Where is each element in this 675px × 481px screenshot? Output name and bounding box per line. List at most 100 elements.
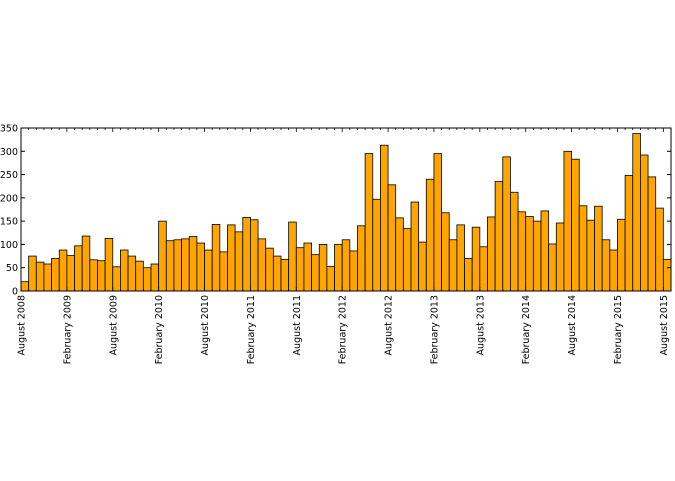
- bar-29: [242, 217, 251, 292]
- bar-45: [364, 153, 374, 292]
- bar-5: [58, 249, 68, 292]
- bar-38: [311, 254, 320, 292]
- bar-52: [418, 241, 427, 292]
- bar-60: [479, 246, 488, 292]
- bar-49: [395, 217, 404, 292]
- bar-41: [334, 244, 343, 292]
- bar-80: [632, 133, 641, 292]
- x-tick-label-9: February 2013: [429, 295, 440, 364]
- bar-56: [448, 239, 458, 292]
- bar-25: [211, 223, 221, 292]
- x-tick-label-7: February 2012: [338, 295, 349, 364]
- bar-58: [464, 257, 473, 292]
- bar-1: [28, 255, 37, 292]
- bar-31: [257, 238, 267, 292]
- bar-20: [173, 239, 182, 292]
- bar-23: [196, 242, 205, 292]
- y-tick-label-1: 50: [6, 263, 18, 274]
- bar-9: [89, 259, 98, 292]
- bar-78: [617, 218, 626, 292]
- y-tick-label-4: 200: [0, 193, 18, 204]
- x-tick-label-1: February 2009: [62, 295, 73, 364]
- bar-66: [525, 216, 534, 292]
- x-tick-label-4: August 2010: [200, 295, 211, 355]
- bar-77: [609, 249, 618, 292]
- bar-67: [532, 220, 542, 292]
- bar-73: [578, 205, 588, 292]
- bar-0: [20, 281, 30, 292]
- bar-75: [594, 205, 603, 292]
- bar-69: [548, 243, 557, 292]
- x-tick-label-12: August 2014: [567, 295, 578, 355]
- bar-12: [112, 266, 121, 292]
- bar-68: [540, 210, 550, 292]
- bar-34: [280, 258, 290, 292]
- bar-19: [165, 240, 175, 292]
- x-tick-label-10: August 2013: [475, 295, 486, 355]
- bars-group: [20, 133, 672, 292]
- bar-33: [272, 255, 282, 292]
- bar-39: [318, 244, 328, 292]
- bar-70: [555, 222, 565, 292]
- bar-71: [563, 150, 572, 292]
- bar-18: [158, 220, 167, 292]
- bar-37: [303, 242, 312, 292]
- bar-76: [601, 239, 611, 292]
- x-tick-label-0: August 2008: [17, 295, 28, 355]
- x-axis: August 2008 February 2009 August 2009 Febru…: [17, 128, 672, 364]
- bar-84: [662, 258, 672, 292]
- bar-42: [341, 239, 351, 292]
- x-tick-label-2: August 2009: [108, 295, 119, 355]
- y-tick-label-6: 300: [0, 147, 18, 158]
- bar-46: [372, 198, 381, 292]
- bar-11: [104, 237, 114, 292]
- y-tick-label-7: 350: [0, 124, 18, 135]
- bar-8: [81, 235, 91, 292]
- bar-22: [188, 236, 198, 292]
- bar-55: [441, 212, 450, 292]
- bar-35: [288, 221, 297, 292]
- x-tick-label-14: August 2015: [659, 295, 670, 355]
- bar-4: [51, 257, 60, 292]
- y-tick-label-3: 150: [0, 217, 18, 228]
- bar-65: [517, 211, 527, 292]
- bar-15: [135, 260, 144, 292]
- bar-30: [250, 219, 259, 292]
- bar-10: [97, 260, 106, 292]
- bar-63: [502, 156, 511, 292]
- bar-81: [640, 154, 649, 292]
- bar-17: [150, 263, 160, 292]
- plot-frame: [20, 127, 672, 292]
- y-tick-label-0: 0: [12, 287, 18, 298]
- bar-50: [402, 228, 412, 292]
- bar-24: [204, 249, 213, 292]
- bar-40: [326, 265, 335, 292]
- bar-27: [227, 224, 236, 292]
- x-tick-label-3: February 2010: [154, 295, 165, 364]
- bar-36: [295, 247, 305, 292]
- bar-74: [586, 219, 595, 292]
- bar-28: [234, 231, 244, 292]
- x-tick-label-11: February 2014: [521, 295, 532, 364]
- bar-64: [510, 191, 519, 292]
- y-axis: 0 50 100 150 200 250 300 350: [0, 124, 671, 298]
- bar-7: [74, 245, 83, 292]
- bar-21: [181, 238, 190, 292]
- bar-6: [66, 255, 75, 292]
- bar-54: [433, 153, 442, 292]
- bar-83: [655, 207, 664, 292]
- bar-51: [410, 201, 420, 292]
- x-tick-label-6: August 2011: [292, 295, 303, 355]
- bar-16: [142, 267, 152, 292]
- bar-13: [120, 249, 129, 292]
- bar-82: [647, 176, 657, 292]
- bar-43: [349, 250, 358, 292]
- bar-26: [219, 251, 228, 292]
- bar-2: [35, 261, 45, 292]
- bar-3: [43, 263, 52, 292]
- bar-53: [425, 178, 435, 292]
- bar-79: [624, 175, 634, 292]
- bar-62: [494, 181, 504, 292]
- bar-47: [380, 144, 389, 292]
